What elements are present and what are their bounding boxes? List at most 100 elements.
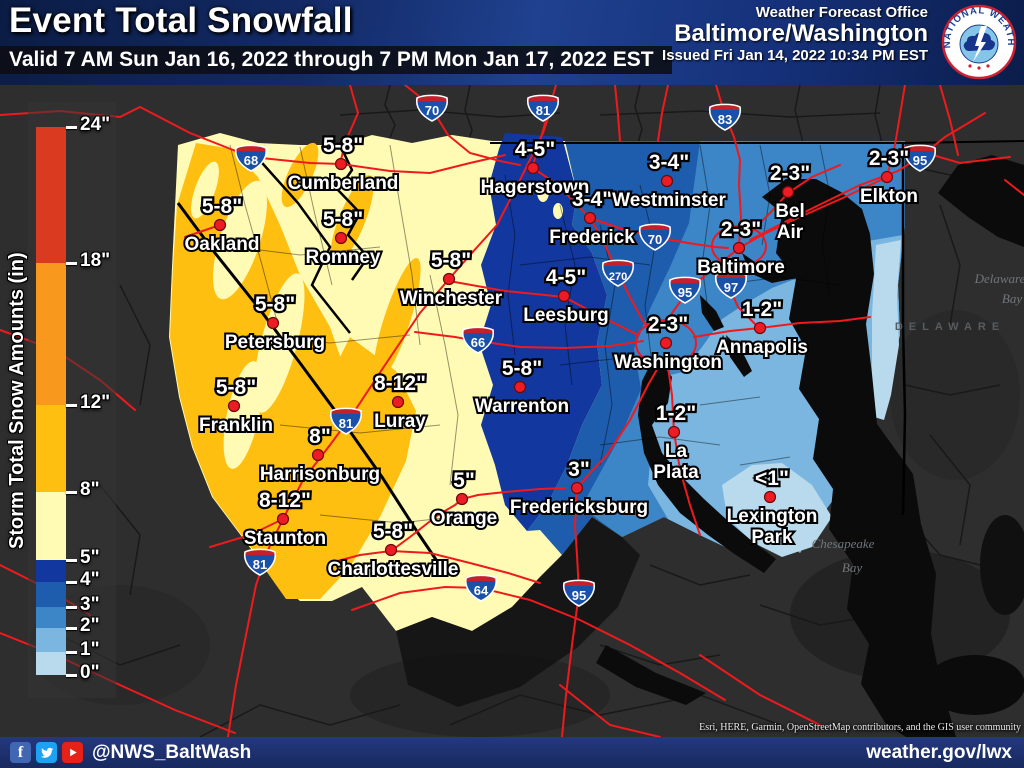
water-bodies xyxy=(396,155,1024,737)
water-label: Chesapeake xyxy=(812,536,875,551)
city-dot xyxy=(763,490,777,504)
snow-amount-label: 3" xyxy=(568,458,590,481)
band-0-1-shore xyxy=(872,240,901,420)
city-franklin: 5-8" Franklin xyxy=(197,374,275,438)
snow-amount-label: 5-8" xyxy=(202,195,242,218)
city-name-label: La xyxy=(665,441,688,462)
city-name-label: Lexington xyxy=(727,506,818,527)
city-orange: 5" Orange xyxy=(429,467,500,531)
snow-amount-label: 2-3" xyxy=(721,218,761,241)
city-staunton: 8-12" Staunton xyxy=(242,487,328,551)
legend-tick-label: 12" xyxy=(80,392,111,413)
interstate-70-shield: 70 xyxy=(638,223,672,251)
snow-amount-label: 5-8" xyxy=(373,520,413,543)
city-name-label: Fredericksburg xyxy=(510,497,648,518)
legend-tick xyxy=(66,491,77,494)
city-annapolis: 1-2" Annapolis xyxy=(714,296,810,360)
interstate-81-shield: 81 xyxy=(526,94,560,122)
city-name-label: Petersburg xyxy=(225,332,325,353)
website-url: weather.gov/lwx xyxy=(866,741,1012,763)
interstate-95-shield: 95 xyxy=(562,579,596,607)
city-name-label: Franklin xyxy=(199,415,273,436)
city-name-label: Hagerstown xyxy=(481,177,590,198)
svg-text:70: 70 xyxy=(425,103,439,118)
interstate-95-shield: 95 xyxy=(903,144,937,172)
state-borders xyxy=(176,140,1024,574)
city-name-label: Orange xyxy=(431,508,498,529)
header: Event Total Snowfall Valid 7 AM Sun Jan … xyxy=(0,0,1024,85)
legend-tick-label: 0" xyxy=(80,662,100,683)
legend-segment xyxy=(36,607,66,628)
interstate-97-shield: 97 xyxy=(714,271,748,299)
interstate-81-shield: 81 xyxy=(243,548,277,576)
legend-tick xyxy=(66,674,77,677)
city-dot xyxy=(570,481,584,495)
city-name-label: Staunton xyxy=(244,528,326,549)
water-label: Delaware xyxy=(974,271,1024,286)
city-name-label: Annapolis xyxy=(716,337,808,358)
interstate-270-shield: 270 xyxy=(601,259,635,287)
legend-tick xyxy=(66,627,77,630)
facebook-icon: f xyxy=(10,742,31,763)
city-dot xyxy=(276,512,290,526)
legend-tick xyxy=(66,651,77,654)
city-name-label: Charlottesville xyxy=(328,559,459,580)
water-label: Bay xyxy=(842,560,862,575)
svg-text:95: 95 xyxy=(913,153,927,168)
city-dot xyxy=(781,185,795,199)
interstate-68-shield: 68 xyxy=(234,144,268,172)
city-charlottesville: 5-8" Charlottesville xyxy=(326,518,461,582)
legend-title: Storm Total Snow Amounts (in) xyxy=(6,252,28,550)
city-name-label: Luray xyxy=(374,411,426,432)
legend-tick-label: 4" xyxy=(80,569,100,590)
legend-tick-label: 3" xyxy=(80,594,100,615)
city-name-label: Elkton xyxy=(860,186,918,207)
city-name-label: Bel xyxy=(775,201,805,222)
city-name-label: Romney xyxy=(306,247,381,268)
svg-text:81: 81 xyxy=(339,416,353,431)
svg-text:64: 64 xyxy=(474,583,489,598)
interstate-70-shield: 70 xyxy=(415,94,449,122)
legend-tick xyxy=(66,126,77,129)
snow-amount-label: 8" xyxy=(309,425,331,448)
city-romney: 5-8" Romney xyxy=(304,206,383,270)
legend-tick xyxy=(66,404,77,407)
water-label: DELAWARE xyxy=(895,321,1005,333)
city-name-label: Oakland xyxy=(185,234,260,255)
snow-amount-label: 2-3" xyxy=(648,313,688,336)
office-block: Weather Forecast Office Baltimore/Washin… xyxy=(662,4,928,64)
nws-logo-icon: NATIONAL WEATHER SERVICE xyxy=(941,4,1017,80)
city-leesburg: 4-5" Leesburg xyxy=(521,264,611,328)
city-name-label: Frederick xyxy=(549,227,635,248)
city-dot xyxy=(753,321,767,335)
legend-segment xyxy=(36,405,66,492)
city-fredericksburg: 3" Fredericksburg xyxy=(508,456,650,520)
snow-amount-label: 5-8" xyxy=(323,208,363,231)
legend-tick-label: 18" xyxy=(80,250,111,271)
city-baltimore: 2-3" Baltimore xyxy=(695,216,787,280)
issued-timestamp: Issued Fri Jan 14, 2022 10:34 PM EST xyxy=(662,47,928,64)
legend-tick xyxy=(66,262,77,265)
legend-tick-label: 2" xyxy=(80,615,100,636)
svg-text:83: 83 xyxy=(718,112,732,127)
city-elkton: 2-3" Elkton xyxy=(858,145,920,209)
city-frederick: 3-4" Frederick xyxy=(547,186,637,250)
snow-amount-label: 2-3" xyxy=(770,162,810,185)
city-dot xyxy=(880,170,894,184)
snow-amount-label: 3-4" xyxy=(572,188,612,211)
city-dot xyxy=(659,336,673,350)
svg-text:95: 95 xyxy=(572,588,586,603)
city-dot xyxy=(557,289,571,303)
svg-text:81: 81 xyxy=(253,557,267,572)
snow-amount-label: 4-5" xyxy=(515,138,555,161)
legend-segment xyxy=(36,492,66,560)
interstate-95-shield: 95 xyxy=(668,276,702,304)
band-0-1-peninsula xyxy=(722,463,832,557)
water-labels: Delaware Bay DELAWARE Chesapeake Bay xyxy=(812,271,1024,575)
city-dot xyxy=(455,492,469,506)
city-name-label: Leesburg xyxy=(523,305,609,326)
city-dot xyxy=(266,316,280,330)
legend-segment xyxy=(36,127,66,263)
city-name-label: Park xyxy=(751,527,793,548)
city-name-label: Harrisonburg xyxy=(260,464,380,485)
